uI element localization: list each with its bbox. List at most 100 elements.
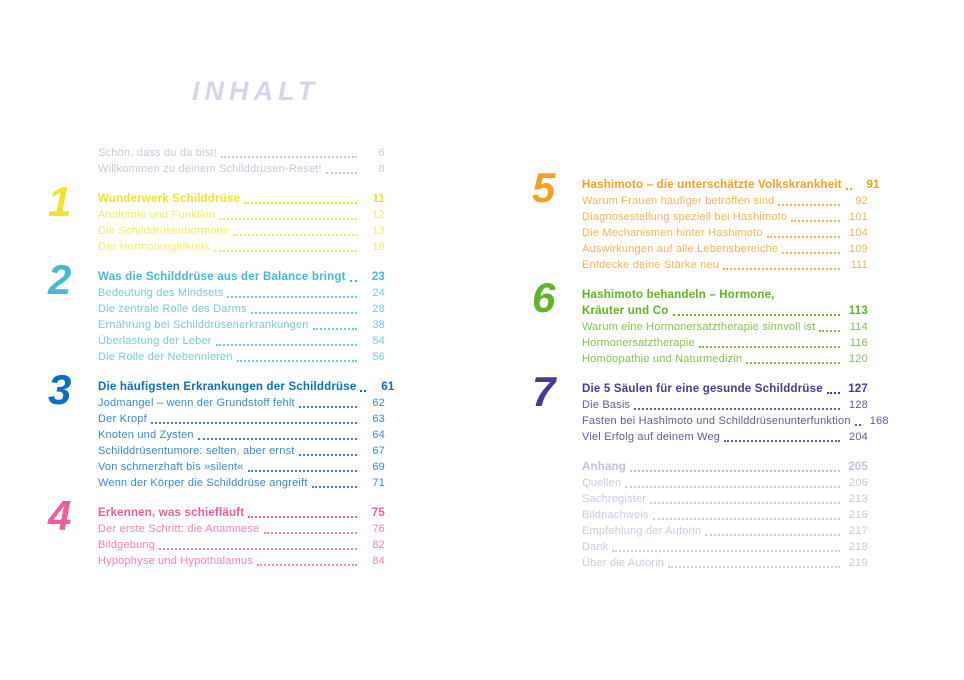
page-number: 205 [848,461,868,473]
toc-entry: Willkommen zu deinem Schilddrüsen-Reset!… [98,161,385,177]
page-number: 19 [372,241,385,253]
toc-entry: Knoten und Zysten 64 [98,427,385,443]
page-number: 218 [849,541,868,553]
entry-label: Bedeutung des Mindsets [98,287,224,299]
chapter-title-row: Erkennen, was schiefläuft 75 [98,505,385,521]
toc-entry: Warum eine Hormonersatztherapie sinnvoll… [582,319,868,335]
page-number: 91 [866,179,880,191]
chapter-title-row: Wunderwerk Schilddrüse 11 [98,191,385,207]
toc-entry: Schön, dass du da bist! 6 [98,145,385,161]
entry-label: Jodmangel – wenn der Grundstoff fehlt [98,397,295,409]
entry-label: Bildgebung [98,539,156,551]
entry-label: Fasten bei Hashimoto und Schilddrüsenunt… [582,415,851,427]
page-number: 116 [849,337,868,349]
toc-entry: Die Mechanismen hinter Hashimoto 104 [582,225,868,241]
entry-label: Wenn der Körper die Schilddrüse angreift [98,477,308,489]
toc-entry: Wenn der Körper die Schilddrüse angreift… [98,475,385,491]
page-number: 13 [372,225,385,237]
entry-label: Warum eine Hormonersatztherapie sinnvoll… [582,321,816,333]
page-number: 23 [371,271,385,283]
toc-entry: Bildnachweis 216 [582,507,868,523]
page-number: 101 [849,211,868,223]
toc-column-right: 5 Hashimoto – die unterschätzte Volkskra… [532,167,888,571]
page-number: 213 [849,493,868,505]
appendix-block: Anhang 205 Quellen 206 Sachregister 213 … [582,459,868,571]
page-number: 216 [849,509,868,521]
entry-label: Über die Autorin [582,557,665,569]
page-number: 75 [371,507,385,519]
toc-entry: Von schmerzhaft bis »silent« 69 [98,459,385,475]
chapter-title: Erkennen, was schiefläuft [98,507,245,519]
entry-label: Empfehlung der Autorin [582,525,702,537]
toc-entry: Die Rolle der Nebennieren 56 [98,349,385,365]
page-number: 54 [372,335,385,347]
chapter-number: 4 [48,492,72,539]
page-number: 84 [372,555,385,567]
page-number: 127 [848,383,868,395]
chapter-title-row-2: Kräuter und Co 113 [582,303,868,319]
chapter-number: 6 [532,274,556,321]
page-number: 6 [378,147,385,159]
page-title: INHALT [192,76,319,106]
page-number: 67 [372,445,385,457]
toc-entry: Sachregister 213 [582,491,868,507]
entry-label: Der Kropf [98,413,147,425]
page-number: 8 [378,163,385,175]
page-number: 104 [849,227,868,239]
toc-entry: Anatomie und Funktion 12 [98,207,385,223]
page-number: 69 [372,461,385,473]
chapter-7: 7 Die 5 Säulen für eine gesunde Schilddr… [532,371,888,445]
entry-label: Warum Frauen häufiger betroffen sind [582,195,775,207]
entry-label: Ernährung bei Schilddrüsenerkrankungen [98,319,309,331]
chapter-title: Die häufigsten Erkrankungen der Schilddr… [98,381,357,393]
entry-label: Schilddrüsentumore: selten, aber ernst [98,445,295,457]
entry-label: Die Basis [582,399,631,411]
chapter-title-row: Die häufigsten Erkrankungen der Schilddr… [98,379,394,395]
toc-entry: Entdecke deine Stärke neu 111 [582,257,868,273]
toc-column-left: Schön, dass du da bist! 6 Willkommen zu … [48,145,394,569]
entry-label: Die Rolle der Nebennieren [98,351,233,363]
entry-label: Sachregister [582,493,647,505]
entry-label: Bildnachweis [582,509,649,521]
toc-entry: Bedeutung des Mindsets 24 [98,285,385,301]
appendix-title-row: Anhang 205 [582,459,868,475]
page-number: 128 [849,399,868,411]
toc-entry: Die Basis 128 [582,397,868,413]
page-number: 61 [381,381,395,393]
entry-label: Auswirkungen auf alle Lebensbereiche [582,243,779,255]
toc-entry: Hormonersatztherapie 116 [582,335,868,351]
entry-label: Anatomie und Funktion [98,209,216,221]
chapter-3: 3 Die häufigsten Erkrankungen der Schild… [48,369,394,491]
toc-entry: Überlastung der Leber 54 [98,333,385,349]
entry-label: Entdecke deine Stärke neu [582,259,720,271]
page-number: 206 [849,477,868,489]
toc-entry: Ernährung bei Schilddrüsenerkrankungen 3… [98,317,385,333]
page-number: 71 [372,477,385,489]
chapter-4: 4 Erkennen, was schiefläuft 75 Der erste… [48,495,385,569]
page-number: 168 [869,415,889,427]
page-number: 204 [849,431,868,443]
entry-label: Quellen [582,477,622,489]
toc-entry: Hypophyse und Hypothalamus 84 [98,553,385,569]
appendix-title: Anhang [582,461,626,473]
page-number: 63 [372,413,385,425]
entry-label: Überlastung der Leber [98,335,212,347]
chapter-title-line2: Kräuter und Co [582,305,669,317]
toc-entry: Diagnosestellung speziell bei Hashimoto … [582,209,868,225]
intro-block: Schön, dass du da bist! 6 Willkommen zu … [98,145,385,177]
chapter-number: 5 [532,164,556,211]
toc-entry: Jodmangel – wenn der Grundstoff fehlt 62 [98,395,385,411]
chapter-5: 5 Hashimoto – die unterschätzte Volkskra… [532,167,880,273]
entry-label: Viel Erfolg auf deinem Weg [582,431,721,443]
page-number: 76 [372,523,385,535]
toc-entry: Viel Erfolg auf deinem Weg 204 [582,429,868,445]
toc-entry: Schilddrüsentumore: selten, aber ernst 6… [98,443,385,459]
chapter-2: 2 Was die Schilddrüse aus der Balance br… [48,259,385,365]
chapter-number: 3 [48,366,72,413]
entry-label: Die zentrale Rolle des Darms [98,303,247,315]
toc-entry: Der Kropf 63 [98,411,385,427]
page-number: 217 [849,525,868,537]
chapter-title-row: Was die Schilddrüse aus der Balance brin… [98,269,385,285]
entry-label: Der erste Schritt: die Anamnese [98,523,260,535]
chapter-number: 7 [532,368,556,415]
